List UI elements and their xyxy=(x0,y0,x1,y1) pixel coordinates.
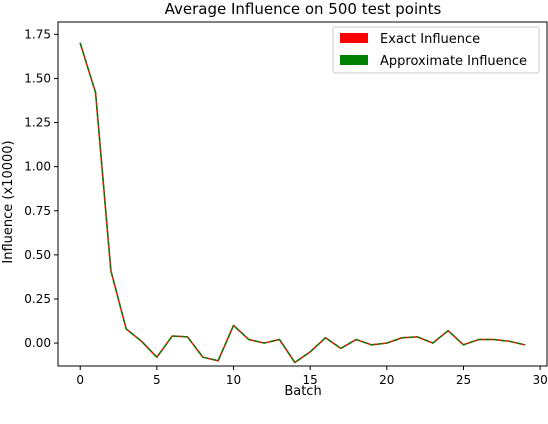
plot-area: 0 5 10 15 20 25 30 0.00 0.25 0.50 0.75 1.00 1.25 1.50… xyxy=(24,21,548,387)
data-point-approximate-3 xyxy=(125,328,127,330)
y-tick-label-1: 0.25 xyxy=(24,292,51,306)
series-line-exact xyxy=(79,42,525,364)
data-point-approximate-5 xyxy=(156,356,158,358)
data-point-approximate-7 xyxy=(186,336,189,338)
y-tick-label-4: 1.00 xyxy=(24,160,51,174)
y-tick-label-0: 0.00 xyxy=(24,336,51,350)
x-tick-label-10: 10 xyxy=(226,373,241,387)
legend-label-exact: Exact Influence xyxy=(380,32,480,47)
data-point-approximate-22 xyxy=(416,336,419,338)
y-tick-label-3: 0.75 xyxy=(24,204,51,218)
y-tick-label-7: 1.75 xyxy=(24,27,51,41)
data-point-approximate-14 xyxy=(294,361,296,364)
x-tick-label-0: 0 xyxy=(76,373,84,387)
data-point-approximate-27 xyxy=(493,338,495,341)
y-tick-label-2: 0.50 xyxy=(24,248,51,262)
x-tick-label-15: 15 xyxy=(303,373,318,387)
legend: Exact Influence Approximate Influence xyxy=(332,26,540,74)
x-tick-label-5: 5 xyxy=(153,373,161,387)
data-point-approximate-18 xyxy=(355,338,357,341)
x-axis-label: Batch xyxy=(284,384,321,399)
legend-label-approximate: Approximate Influence xyxy=(380,54,527,69)
data-point-approximate-2 xyxy=(110,270,112,272)
data-point-approximate-29 xyxy=(524,344,526,346)
data-point-approximate-8 xyxy=(202,356,204,358)
y-tick-label-5: 1.25 xyxy=(24,116,51,130)
data-point-approximate-21 xyxy=(401,337,403,339)
data-point-approximate-20 xyxy=(386,342,388,344)
data-point-approximate-6 xyxy=(171,335,173,337)
data-point-approximate-25 xyxy=(462,344,465,346)
legend-frame xyxy=(332,26,540,74)
data-point-approximate-1 xyxy=(94,91,97,94)
data-point-approximate-15 xyxy=(309,351,311,353)
series-line-approximate xyxy=(79,42,525,364)
data-point-approximate-4 xyxy=(140,340,143,342)
x-tick-label-30: 30 xyxy=(532,373,547,387)
data-point-approximate-11 xyxy=(248,338,250,341)
data-point-approximate-17 xyxy=(340,347,342,349)
data-point-approximate-16 xyxy=(324,337,327,339)
chart-title: Average Influence on 500 test points xyxy=(165,0,442,18)
data-point-approximate-13 xyxy=(278,338,281,341)
data-point-approximate-23 xyxy=(432,342,434,344)
y-axis-label: Influence (x10000) xyxy=(1,140,16,263)
data-point-approximate-26 xyxy=(478,338,480,341)
data-point-approximate-19 xyxy=(370,344,373,346)
y-tick-label-6: 1.50 xyxy=(24,71,51,85)
data-point-approximate-28 xyxy=(508,340,511,342)
legend-swatch-exact xyxy=(340,33,368,43)
data-point-approximate-24 xyxy=(447,330,449,332)
data-point-approximate-12 xyxy=(263,342,265,344)
x-tick-label-25: 25 xyxy=(456,373,471,387)
data-point-approximate-9 xyxy=(217,360,219,362)
data-point-approximate-0 xyxy=(79,42,81,44)
data-point-approximate-10 xyxy=(232,324,235,327)
x-tick-label-20: 20 xyxy=(379,373,394,387)
plot-frame xyxy=(57,21,548,367)
legend-swatch-approximate xyxy=(340,55,368,65)
